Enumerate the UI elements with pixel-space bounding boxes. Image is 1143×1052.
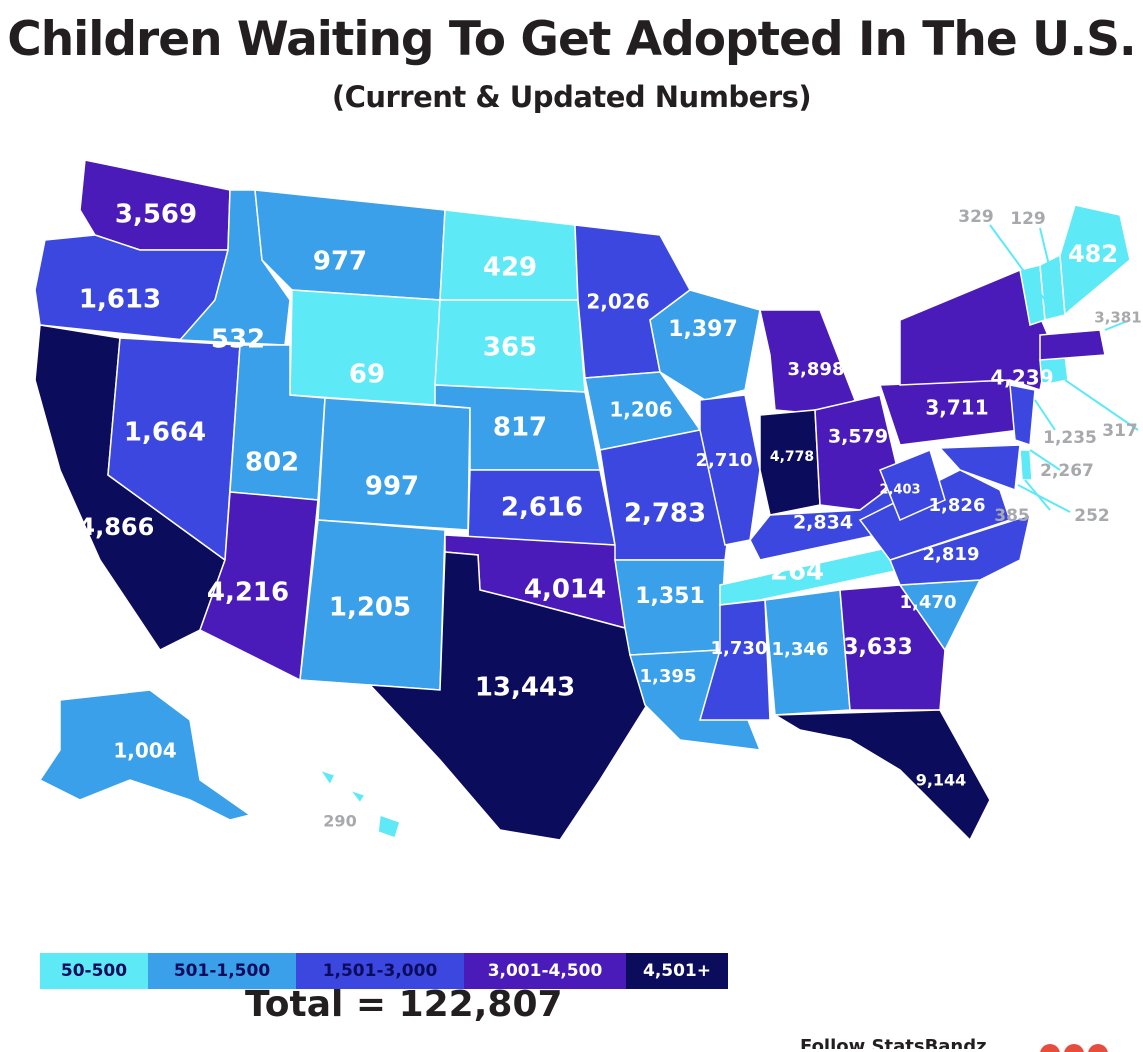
social-icon bbox=[1088, 1044, 1108, 1052]
legend-item: 3,001-4,500 bbox=[464, 953, 626, 989]
state-ga bbox=[839, 584, 946, 711]
state-az bbox=[199, 491, 319, 682]
leader-line bbox=[1039, 227, 1056, 291]
state-value-sd: 365 bbox=[483, 333, 537, 363]
legend-item: 501-1,500 bbox=[148, 953, 296, 989]
social-icon bbox=[1064, 1044, 1084, 1052]
state-value-co: 997 bbox=[365, 472, 419, 502]
state-va bbox=[858, 469, 1011, 561]
state-value-vt: 329 bbox=[958, 207, 994, 227]
state-mt bbox=[254, 189, 446, 301]
state-value-oh: 3,579 bbox=[828, 426, 888, 448]
state-value-nc: 2,819 bbox=[923, 544, 980, 565]
state-wi bbox=[649, 289, 761, 401]
social-icons bbox=[1040, 1044, 1108, 1052]
state-value-ky: 2,834 bbox=[793, 512, 853, 534]
state-value-sc: 1,470 bbox=[900, 592, 957, 613]
page-subtitle: (Current & Updated Numbers) bbox=[331, 80, 812, 114]
total-label: Total = 122,807 bbox=[245, 984, 563, 1025]
state-value-ms: 1,730 bbox=[711, 638, 768, 659]
state-nc bbox=[889, 513, 1032, 586]
state-value-ne: 817 bbox=[493, 413, 547, 443]
state-ma bbox=[1039, 329, 1106, 361]
state-value-mi: 3,898 bbox=[788, 359, 845, 380]
state-hi bbox=[318, 768, 401, 839]
state-value-nd: 429 bbox=[483, 253, 537, 283]
state-tn bbox=[719, 544, 901, 606]
state-value-in: 4,778 bbox=[770, 449, 814, 465]
state-value-ak: 1,004 bbox=[113, 739, 176, 763]
state-value-ia: 1,206 bbox=[609, 398, 672, 422]
state-value-me: 482 bbox=[1068, 240, 1118, 268]
legend-item: 4,501+ bbox=[626, 953, 728, 989]
state-ms bbox=[699, 599, 771, 721]
state-value-ar: 1,351 bbox=[635, 584, 705, 609]
page-title: Children Waiting To Get Adopted In The U… bbox=[7, 12, 1137, 67]
state-value-hi: 290 bbox=[323, 812, 356, 831]
state-value-ut: 802 bbox=[245, 448, 299, 478]
state-value-nv: 1,664 bbox=[124, 418, 206, 448]
legend-item: 1,501-3,000 bbox=[296, 953, 464, 989]
state-value-or: 1,613 bbox=[79, 285, 161, 315]
state-value-de: 385 bbox=[994, 506, 1030, 526]
leader-line bbox=[989, 224, 1046, 301]
state-value-ca: 14,866 bbox=[62, 513, 155, 541]
state-value-mo: 2,783 bbox=[624, 499, 706, 529]
state-co bbox=[317, 397, 471, 531]
state-value-dc: 252 bbox=[1074, 506, 1110, 526]
state-value-wy: 69 bbox=[349, 360, 385, 390]
state-value-ct: 317 bbox=[1102, 421, 1138, 441]
legend-item: 50-500 bbox=[40, 953, 148, 989]
state-md bbox=[938, 444, 1021, 492]
state-value-az: 4,216 bbox=[207, 578, 289, 608]
state-value-ok: 4,014 bbox=[524, 575, 606, 605]
state-value-wv: 2,403 bbox=[879, 483, 920, 498]
state-value-tn: 264 bbox=[770, 557, 824, 587]
state-value-id: 532 bbox=[211, 325, 265, 355]
state-fl bbox=[772, 709, 991, 842]
state-value-mn: 2,026 bbox=[586, 290, 649, 314]
legend: 50-500 501-1,500 1,501-3,000 3,001-4,500 4,5… bbox=[40, 953, 728, 989]
state-value-fl: 9,144 bbox=[916, 771, 967, 790]
us-map: 3,569 1,613 14,866 532 1,664 977 69 802 4,216 997… bbox=[34, 159, 1142, 842]
state-value-al: 1,346 bbox=[772, 639, 829, 660]
leader-line bbox=[1029, 449, 1061, 471]
footer-credit: Follow StatsBandz bbox=[800, 1036, 987, 1049]
state-value-ma: 3,381 bbox=[1094, 309, 1141, 327]
leader-line bbox=[1034, 399, 1056, 431]
state-value-il: 2,710 bbox=[696, 450, 753, 471]
state-value-wa: 3,569 bbox=[115, 200, 197, 230]
state-de bbox=[1019, 449, 1033, 481]
state-in bbox=[759, 409, 821, 516]
state-value-ks: 2,616 bbox=[501, 493, 583, 523]
state-value-ga: 3,633 bbox=[843, 635, 913, 660]
state-value-tx: 13,443 bbox=[475, 673, 575, 703]
state-tx bbox=[368, 551, 651, 841]
state-value-nh: 129 bbox=[1010, 209, 1046, 229]
state-value-nj: 1,235 bbox=[1043, 428, 1097, 448]
state-value-nm: 1,205 bbox=[329, 593, 411, 623]
leader-line bbox=[1064, 379, 1139, 431]
state-value-ny: 4,239 bbox=[990, 366, 1053, 390]
state-value-la: 1,395 bbox=[640, 666, 697, 687]
social-icon bbox=[1040, 1044, 1060, 1052]
state-ak bbox=[38, 689, 252, 821]
state-value-pa: 3,711 bbox=[925, 396, 988, 420]
state-value-wi: 1,397 bbox=[668, 317, 738, 342]
state-nj bbox=[1009, 384, 1036, 447]
state-value-va: 1,826 bbox=[929, 495, 986, 516]
state-me bbox=[1059, 204, 1131, 317]
state-wv bbox=[879, 448, 946, 522]
state-value-mt: 977 bbox=[313, 247, 367, 277]
state-value-md: 2,267 bbox=[1040, 461, 1094, 481]
leader-line bbox=[1017, 484, 1071, 513]
leader-line bbox=[1104, 319, 1131, 331]
